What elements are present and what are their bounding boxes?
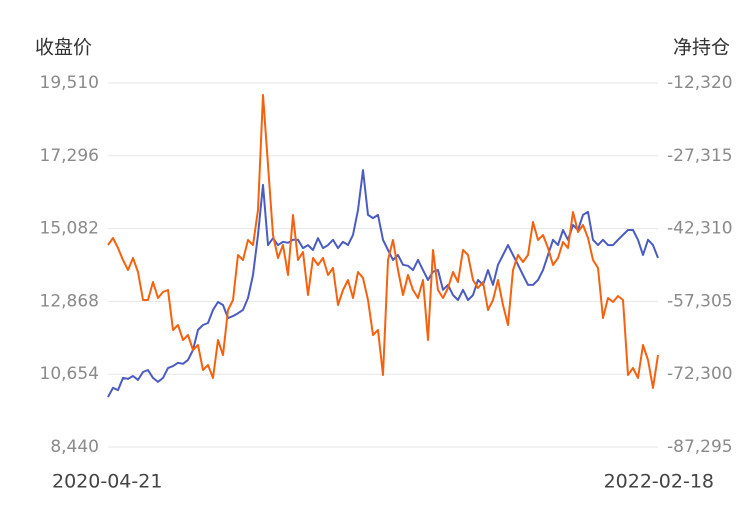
y2-axis-title: 净持仓 (673, 37, 730, 59)
y-axis-title: 收盘价 (35, 37, 92, 59)
x-tick-label: 2022-02-18 (604, 471, 714, 493)
series-line (107, 94, 659, 389)
x-tick-label: 2020-04-21 (52, 471, 162, 493)
y-tick-label: 8,440 (50, 437, 99, 457)
y-tick-label: 17,296 (40, 146, 99, 166)
y-tick-label: 10,654 (40, 364, 99, 384)
y2-tick-label: -12,320 (667, 73, 733, 93)
y2-tick-label: -27,315 (667, 146, 733, 166)
y2-tick-label: -87,295 (667, 437, 733, 457)
y-tick-label: 15,082 (40, 219, 99, 239)
y2-tick-label: -57,305 (667, 291, 733, 311)
y2-tick-label: -42,310 (667, 219, 733, 239)
series-line (107, 169, 659, 398)
y-tick-label: 12,868 (40, 291, 99, 311)
y2-tick-label: -72,300 (667, 364, 733, 384)
y-tick-label: 19,510 (40, 73, 99, 93)
